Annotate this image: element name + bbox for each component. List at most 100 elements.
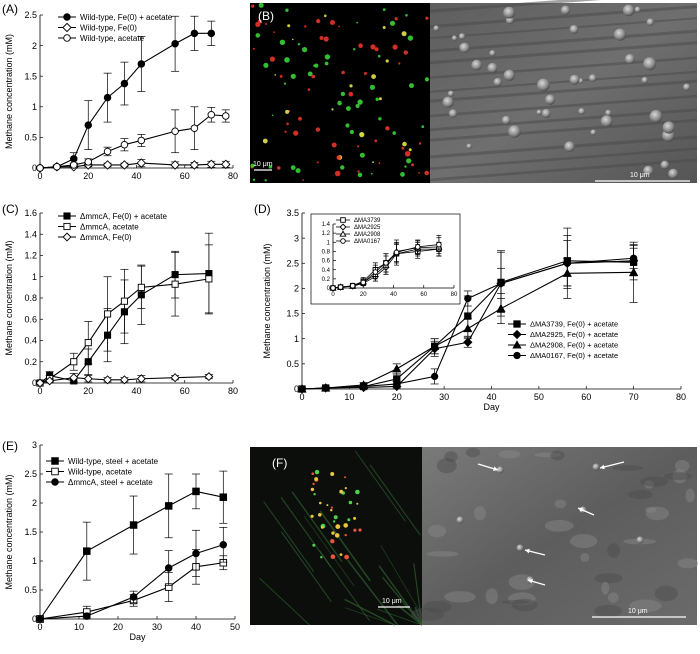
chart-a-series-line — [39, 114, 226, 169]
fluorescent-cell — [330, 539, 335, 544]
chart-d-x-tick-label: 50 — [534, 392, 544, 402]
fluorescent-cell — [392, 131, 397, 135]
fluorescent-cell — [411, 163, 414, 167]
fluorescent-cell — [378, 162, 381, 165]
sem-surface-feature — [498, 450, 521, 459]
chart-e-y-tick-label: 0.5 — [24, 585, 37, 595]
chart-e-series-3 — [36, 527, 228, 623]
fluorescence-streak — [344, 607, 395, 626]
fluorescent-cell — [326, 504, 329, 507]
chart-d-data-point — [563, 259, 571, 267]
chart-d-inset-data-point — [393, 249, 400, 256]
sem-cell — [508, 125, 521, 138]
fluorescent-cell — [392, 44, 398, 50]
chart-a-legend-marker — [63, 13, 71, 21]
fluorescent-cell — [404, 165, 407, 168]
chart-d-x-tick-label: 70 — [629, 392, 639, 402]
chart-a-data-point — [70, 161, 78, 169]
sem-surface-feature — [534, 452, 561, 458]
fluorescent-cell — [302, 179, 304, 182]
chart-d-x-tick-label: 10 — [344, 392, 354, 402]
fluorescent-cell — [332, 520, 336, 523]
fluorescent-cell — [312, 543, 316, 547]
fluorescent-cell — [250, 163, 255, 168]
chart-d-inset-data-point — [436, 241, 442, 248]
fluorescent-cell — [313, 493, 316, 496]
chart-d-x-tick-label: 60 — [581, 392, 591, 402]
fluorescent-cell — [333, 515, 338, 520]
fluorescent-cell — [401, 31, 407, 37]
fluorescent-cell — [402, 141, 407, 147]
sem-cell — [578, 108, 585, 115]
sem-cell — [636, 536, 644, 544]
sem-cell — [433, 25, 440, 32]
chart-a-y-tick-label: 0 — [32, 163, 37, 173]
chart-a-y-axis-label: Methane concentration (mM) — [4, 34, 14, 149]
fluorescent-cell — [340, 91, 346, 97]
chart-e-data-point — [83, 547, 91, 555]
fluorescent-cell — [353, 516, 357, 520]
chart-d-y-tick-label: 1 — [294, 334, 299, 344]
chart-c-y-tick-label: 0.4 — [24, 336, 37, 346]
fluorescent-cell — [330, 472, 335, 476]
chart-d-legend-entry: ΔMA3739, Fe(0) + acetate — [530, 320, 618, 329]
sem-groove — [429, 158, 698, 182]
sem-image-b — [430, 3, 697, 183]
chart-d-legend-marker — [512, 329, 522, 340]
sem-cell — [683, 83, 691, 91]
chart-c-data-point — [119, 375, 129, 385]
panel-label-a: (A) — [2, 2, 18, 16]
fluorescent-cell — [375, 97, 379, 102]
fluorescence-streak — [303, 515, 355, 587]
fluorescent-cell — [273, 31, 275, 34]
fluorescent-cell — [378, 117, 382, 121]
chart-a-data-point — [36, 164, 44, 172]
chart-e-legend-marker — [51, 478, 59, 486]
fluorescent-cell — [370, 44, 376, 50]
chart-panel-c: 0 0.2 0.4 0.6 0.8 1 1.2 1.4 1.6 0 20 40 60 80 Methane … — [4, 208, 238, 396]
sem-surface-feature — [607, 592, 619, 603]
sem-cell — [641, 76, 649, 84]
chart-d-legend-entry: ΔMA2925, Fe(0) + acetate — [530, 330, 618, 339]
fluorescent-cell — [297, 43, 301, 46]
fluorescent-cell — [394, 17, 398, 21]
chart-e-legend-marker — [51, 467, 59, 476]
fluorescent-cell — [421, 125, 425, 129]
fluorescent-cell — [263, 62, 269, 68]
fluorescent-cell — [358, 43, 363, 48]
chart-d-inset-y-tick-label: 1 — [327, 240, 331, 246]
fluorescent-cell — [274, 74, 277, 76]
chart-a-data-point — [207, 111, 216, 119]
fluorescent-cells-f — [310, 469, 362, 560]
chart-d-inset-data-point — [414, 244, 421, 250]
fluorescent-cell — [339, 553, 343, 556]
fluorescent-cell — [346, 106, 351, 111]
cell-arrowhead — [578, 507, 583, 512]
chart-c-x-tick-label: 20 — [83, 386, 93, 396]
fluorescent-cell — [264, 179, 267, 182]
chart-d-data-point — [298, 385, 306, 393]
chart-a-data-point — [190, 124, 199, 132]
chart-a-data-point — [207, 29, 216, 38]
chart-d-inset-x-tick-label: 40 — [390, 292, 397, 298]
chart-d-inset-legend-entry: ΔMA2925 — [354, 225, 381, 231]
chart-d-y-tick-label: 0 — [294, 384, 299, 394]
sem-surface-feature — [465, 447, 481, 458]
sem-groove — [429, 135, 698, 159]
chart-c-y-tick-label: 1.6 — [24, 208, 37, 218]
chart-d-inset-x-tick-label: 20 — [360, 292, 367, 298]
chart-c-y-tick-label: 1 — [32, 272, 37, 282]
fluorescence-streak — [378, 565, 423, 626]
chart-e-x-tick-label: 40 — [191, 622, 201, 632]
fluorescent-cell — [347, 518, 351, 522]
chart-d-data-point — [464, 294, 472, 303]
fluorescent-cell — [310, 487, 315, 492]
chart-d-inset-y-tick-label: 0.8 — [322, 250, 331, 256]
chart-a-y-tick-label: 1 — [32, 102, 37, 112]
chart-a-data-point — [222, 112, 230, 120]
chart-d-inset-legend-marker — [340, 217, 346, 223]
fluorescent-cell — [255, 33, 261, 38]
fluorescent-cell — [409, 83, 414, 89]
